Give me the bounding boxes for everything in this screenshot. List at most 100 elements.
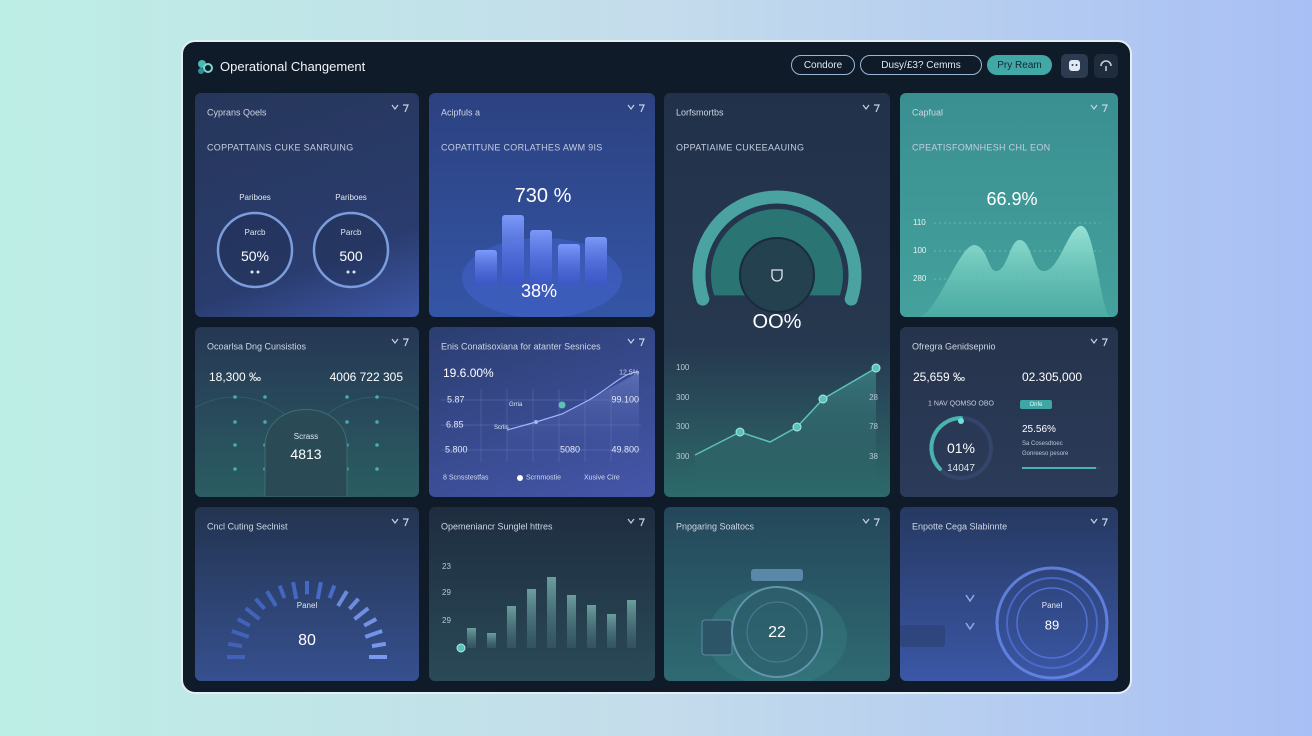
icon — [1102, 518, 1108, 527]
icon — [403, 518, 409, 527]
icon — [1090, 104, 1098, 110]
card-title: Cyprans Qoels — [207, 107, 267, 118]
icon — [627, 518, 635, 524]
big-value: 01% — [946, 440, 976, 456]
ring-arc — [929, 416, 963, 471]
card-subtitle: COPATITUNE CORLATHES AWM 9IS — [441, 142, 603, 153]
card-subtitle: OPPATIAIME CUKEEAAUING — [676, 142, 805, 153]
ring — [1016, 587, 1088, 659]
caption: Sa Cosesdtoec — [1022, 441, 1063, 447]
icon — [391, 338, 399, 344]
dashboard-frame: Operational Changement Condore Dusy/£3? … — [181, 40, 1132, 694]
icon-button[interactable] — [1094, 54, 1118, 78]
big-value: 730 % — [514, 185, 572, 207]
big-value: 66.9% — [986, 189, 1038, 209]
bar — [467, 628, 476, 648]
card: Capfual CPEATISFOMNHESH CHL EON 110 100 280 6… — [900, 93, 1118, 317]
icon — [1090, 518, 1098, 524]
card-subtitle: COPPATTAINS CUKE SANRUING — [207, 142, 354, 153]
logo — [198, 60, 213, 74]
card-graphic — [900, 518, 1109, 680]
axis-label: 280 — [913, 274, 927, 283]
card-graphic — [441, 338, 645, 481]
ring — [995, 566, 1109, 680]
icon — [1100, 60, 1112, 71]
legend-label: 8 Scnsstestfas — [443, 474, 489, 482]
marker — [871, 363, 881, 373]
icon-button[interactable] — [1061, 54, 1088, 78]
tag-bg — [1020, 400, 1052, 409]
marker — [792, 422, 802, 432]
bar — [530, 230, 552, 285]
axis-label: 28 — [869, 393, 878, 402]
icon — [639, 338, 645, 347]
icon — [771, 269, 783, 282]
card: Opemeniancr Sunglel httres 23 29 29 — [429, 507, 655, 681]
big-value: OO% — [752, 311, 802, 333]
stat: 25,659 ‰ — [913, 370, 966, 384]
card: Acipfuls a COPATITUNE CORLATHES AWM 9IS 73… — [429, 93, 655, 317]
button[interactable]: Dusy/£3? Cemms — [860, 55, 982, 75]
gauge-tick — [327, 584, 337, 599]
ring — [1006, 577, 1098, 669]
area — [695, 368, 876, 497]
card-graphic — [195, 338, 419, 497]
gauge-arc — [692, 190, 862, 306]
gauge-tick — [231, 629, 250, 639]
dot — [375, 467, 379, 471]
dot — [375, 420, 379, 424]
ring — [312, 211, 390, 289]
icon — [391, 518, 399, 524]
dome — [264, 409, 348, 497]
card-title: Opemeniancr Sunglel httres — [441, 521, 553, 532]
axis-label: 300 — [676, 422, 690, 431]
gauge-tick — [265, 590, 278, 608]
card-graphic — [227, 518, 409, 659]
card: Ofregra Genidsepnio 25,659 ‰ 02.305,000 1 N… — [900, 327, 1118, 497]
gauge-tick — [336, 590, 349, 608]
card-graphic — [692, 104, 881, 497]
icon — [627, 338, 635, 344]
icon — [403, 338, 409, 347]
card: Ocoarlsa Dng Cunsistios 18,300 ‰ 4006 722 … — [195, 327, 419, 497]
gauge-tick — [353, 606, 370, 621]
axis-label: 300 — [676, 452, 690, 461]
card-graphic — [462, 104, 645, 317]
axis-label: 38 — [869, 452, 878, 461]
stat: 18,300 ‰ — [209, 370, 262, 384]
button[interactable]: Pry Ream — [987, 55, 1052, 75]
dot — [263, 420, 267, 424]
dot — [263, 395, 267, 399]
bar — [587, 605, 596, 648]
dot — [345, 395, 349, 399]
card-graphic — [920, 104, 1110, 317]
icon — [874, 104, 880, 113]
card: Cyprans Qoels COPPATTAINS CUKE SANRUING Pa… — [195, 93, 419, 317]
gauge-tick — [244, 606, 261, 621]
icon — [1090, 338, 1098, 344]
card: Cncl Cuting Seclnist Panel 80 — [195, 507, 419, 681]
card-title: Enis Conatisoxiana for atanter Sesnices — [441, 341, 601, 352]
axis-label: 100 — [913, 246, 927, 255]
icon — [1102, 338, 1108, 347]
area — [920, 225, 1110, 317]
card: Pnpgaring Soaltocs 22 — [664, 507, 890, 681]
gauge-tick — [363, 617, 378, 628]
ring-caption: Parcb — [244, 228, 266, 237]
bar — [607, 614, 616, 648]
card: Enis Conatisoxiana for atanter Sesnices 1… — [429, 327, 655, 497]
gauge-tick — [364, 629, 383, 639]
ring-value: 50% — [240, 248, 270, 264]
ring — [216, 211, 294, 289]
area — [507, 372, 639, 462]
dot — [375, 395, 379, 399]
icon — [1069, 60, 1080, 71]
marker — [558, 401, 566, 409]
dot — [256, 270, 260, 274]
gauge-tick — [315, 581, 323, 600]
gauge-tick — [236, 617, 251, 628]
button[interactable]: Condore — [791, 55, 855, 75]
big-value: 80 — [298, 632, 316, 649]
ring-label: Pariboes — [239, 193, 271, 202]
